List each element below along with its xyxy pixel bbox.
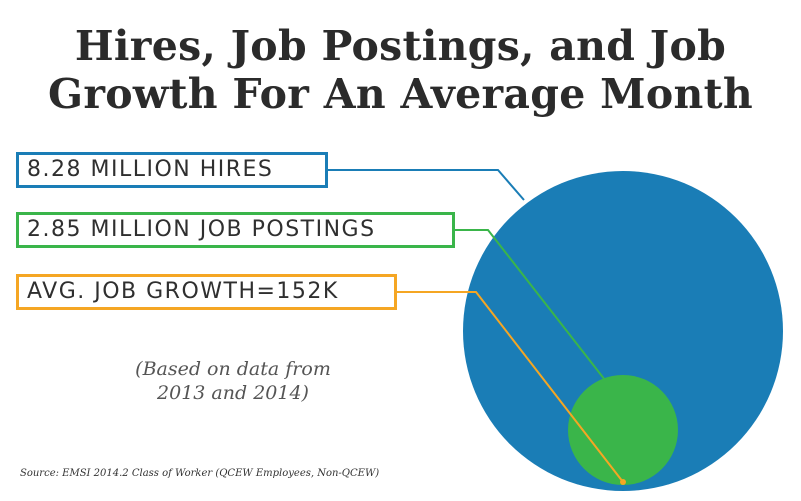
chart-title: Hires, Job Postings, and Job Growth For … <box>0 22 801 118</box>
note-line-2: 2013 and 2014) <box>157 382 309 404</box>
job-postings-label: 2.85 MILLION JOB POSTINGS <box>16 212 455 248</box>
growth-leader-line <box>397 291 624 483</box>
postings-circle <box>568 375 678 485</box>
chart-title-line-1: Hires, Job Postings, and Job <box>74 22 727 70</box>
data-period-note: (Based on data from 2013 and 2014) <box>118 357 348 405</box>
hires-leader-line <box>328 169 525 201</box>
hires-label: 8.28 MILLION HIRES <box>16 152 328 188</box>
postings-leader-line <box>455 229 606 381</box>
chart-title-line-2: Growth For An Average Month <box>48 70 753 118</box>
job-growth-label: AVG. JOB GROWTH=152K <box>16 274 397 310</box>
source-note: Source: EMSI 2014.2 Class of Worker (QCE… <box>20 468 380 479</box>
hires-circle <box>463 171 783 491</box>
note-line-1: (Based on data from <box>135 358 331 380</box>
